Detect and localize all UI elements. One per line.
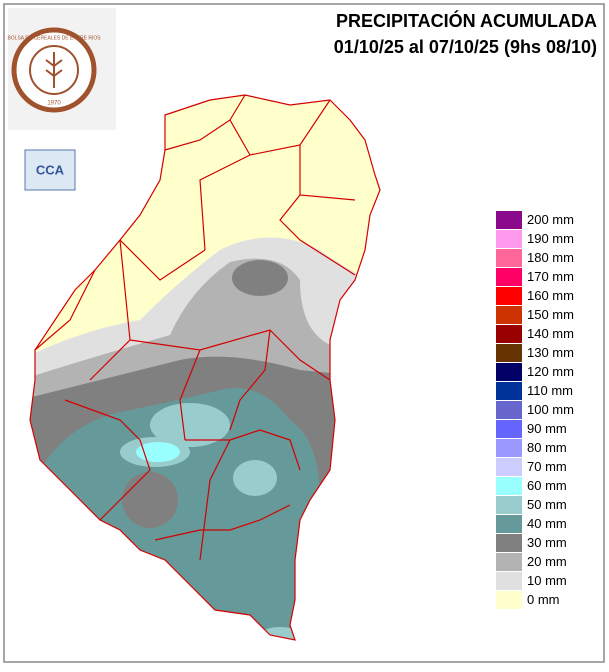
legend-swatch (496, 287, 522, 305)
legend-swatch (496, 401, 522, 419)
legend-label: 30 mm (527, 535, 567, 550)
legend-label: 130 mm (527, 345, 574, 360)
cca-text: CCA (36, 162, 65, 177)
legend-label: 40 mm (527, 516, 567, 531)
legend-label: 50 mm (527, 497, 567, 512)
legend-swatch (496, 591, 522, 609)
logo-text: BOLSA DE CEREALES DE ENTRE RIOS (7, 35, 101, 41)
legend-label: 170 mm (527, 269, 574, 284)
legend-swatch (496, 572, 522, 590)
legend-swatch (496, 458, 522, 476)
legend-swatch (496, 249, 522, 267)
legend-label: 150 mm (527, 307, 574, 322)
legend-label: 180 mm (527, 250, 574, 265)
field (233, 460, 277, 496)
legend-swatch (496, 382, 522, 400)
legend-swatch (496, 439, 522, 457)
legend-label: 70 mm (527, 459, 567, 474)
legend-swatch (496, 344, 522, 362)
legend-label: 0 mm (527, 592, 560, 607)
field (136, 442, 180, 462)
legend-label: 20 mm (527, 554, 567, 569)
legend-swatch (496, 268, 522, 286)
legend-label: 90 mm (527, 421, 567, 436)
legend-label: 110 mm (527, 383, 573, 398)
legend-label: 120 mm (527, 364, 574, 379)
legend-label: 140 mm (527, 326, 574, 341)
legend-label: 100 mm (527, 402, 574, 417)
logo-wheat (45, 52, 63, 88)
department-borders (29, 94, 381, 641)
legend-label: 80 mm (527, 440, 567, 455)
legend-swatch (496, 211, 522, 229)
legend-swatch (496, 515, 522, 533)
legend-swatch (496, 306, 522, 324)
legend-swatch (496, 420, 522, 438)
frame (3, 3, 605, 663)
legend-swatch (496, 325, 522, 343)
cca-logo (24, 149, 76, 191)
legend-label: 190 mm (527, 231, 574, 246)
field (260, 627, 300, 640)
legend-label: 160 mm (527, 288, 574, 303)
legend-label: 200 mm (527, 212, 574, 227)
legend-label: 60 mm (527, 478, 567, 493)
legend-swatch (496, 553, 522, 571)
field (150, 403, 230, 447)
legend-swatch (496, 496, 522, 514)
logo-year: 1970 (47, 101, 61, 107)
legend-swatch (496, 534, 522, 552)
legend-swatch (496, 230, 522, 248)
field (122, 472, 178, 528)
legend-swatch (496, 363, 522, 381)
subtitle: 01/10/25 al 07/10/25 (9hs 08/10) (334, 37, 597, 57)
field (232, 260, 288, 296)
legend-label: 10 mm (527, 573, 567, 588)
title: PRECIPITACIÓN ACUMULADA (336, 10, 597, 31)
legend-swatch (496, 477, 522, 495)
